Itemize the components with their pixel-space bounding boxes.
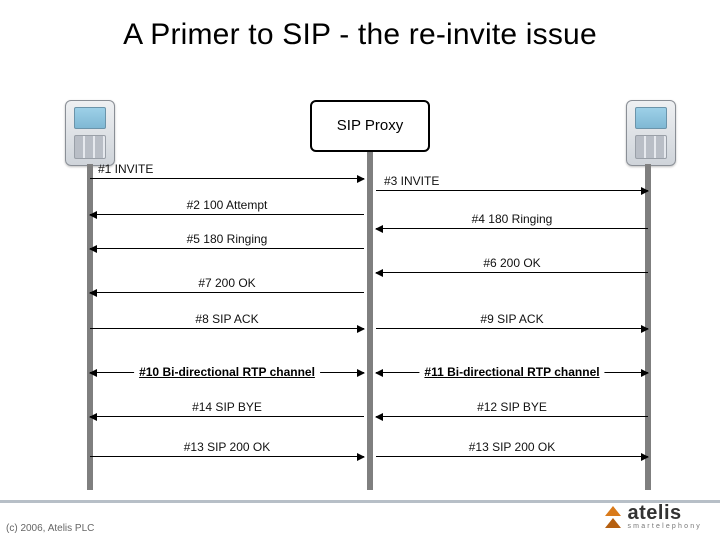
- logo-text: atelis: [627, 503, 702, 523]
- arrow-m1: [90, 178, 364, 179]
- label-m8: #8 SIP ACK: [90, 312, 364, 326]
- label-m6: #6 200 OK: [376, 256, 648, 270]
- phone-right-icon: [626, 100, 676, 166]
- label-m12: #12 SIP BYE: [376, 400, 648, 414]
- arrow-m2: [90, 214, 364, 215]
- arrow-m8: [90, 328, 364, 329]
- sip-proxy-box: SIP Proxy: [310, 100, 430, 152]
- sip-proxy-label: SIP Proxy: [337, 117, 403, 134]
- arrow-m4: [376, 228, 648, 229]
- label-m7: #7 200 OK: [90, 276, 364, 290]
- label-m4: #4 180 Ringing: [376, 212, 648, 226]
- label-m5: #5 180 Ringing: [90, 232, 364, 246]
- copyright: (c) 2006, Atelis PLC: [6, 523, 94, 534]
- logo: atelis smartelephony: [605, 503, 702, 530]
- label-m13b: #13 SIP 200 OK: [376, 440, 648, 454]
- arrow-m14: [90, 416, 364, 417]
- arrow-m12: [376, 416, 648, 417]
- arrow-m5: [90, 248, 364, 249]
- arrow-m9: [376, 328, 648, 329]
- phone-left-icon: [65, 100, 115, 166]
- logo-mark-icon: [605, 506, 621, 528]
- label-m2: #2 100 Attempt: [90, 198, 364, 212]
- logo-subtext: smartelephony: [627, 523, 702, 530]
- slide-title: A Primer to SIP - the re-invite issue: [30, 18, 690, 52]
- label-m11: #11 Bi-directional RTP channel: [419, 362, 604, 382]
- arrow-m3: [376, 190, 648, 191]
- label-m13a: #13 SIP 200 OK: [90, 440, 364, 454]
- arrow-m7: [90, 292, 364, 293]
- label-m3: #3 INVITE: [384, 174, 439, 188]
- label-m10: #10 Bi-directional RTP channel: [134, 362, 320, 382]
- arrow-m6: [376, 272, 648, 273]
- label-m14: #14 SIP BYE: [90, 400, 364, 414]
- arrow-m13a: [90, 456, 364, 457]
- arrow-m13b: [376, 456, 648, 457]
- label-m9: #9 SIP ACK: [376, 312, 648, 326]
- lifeline-mid: [367, 152, 373, 490]
- label-m1: #1 INVITE: [98, 162, 153, 176]
